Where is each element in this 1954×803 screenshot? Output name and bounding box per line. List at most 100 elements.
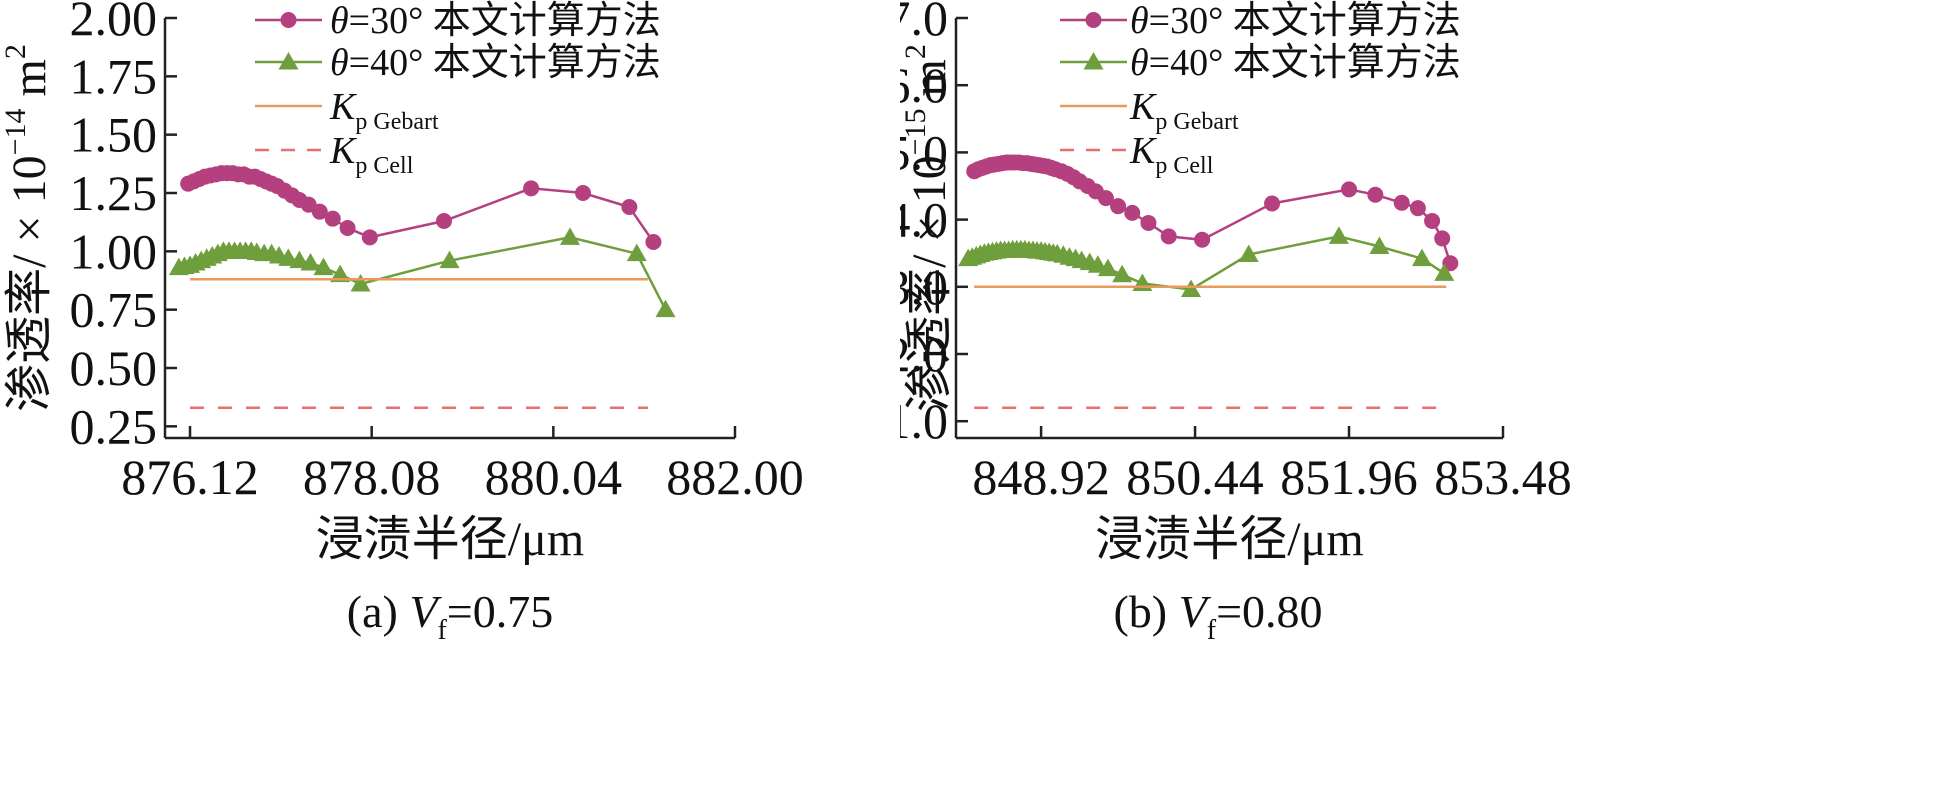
circle-marker [1110, 198, 1127, 215]
triangle-marker [1328, 226, 1349, 244]
x-axis-title: 浸渍半径/μm [316, 513, 584, 566]
legend-subscript: p Gebart [355, 109, 439, 135]
y-tick-label: 0.75 [70, 282, 158, 338]
y-axis-title-exponent: −15 [900, 109, 932, 156]
triangle-marker [1112, 264, 1133, 283]
legend-triangle-marker [1083, 52, 1104, 70]
caption-value: =0.75 [447, 586, 553, 637]
caption-var: V [1179, 586, 1212, 637]
legend-label: θ=30° 本文计算方法 [330, 0, 661, 42]
legend-subscript: p Gebart [1155, 109, 1239, 135]
x-tick-label: 851.96 [1280, 449, 1418, 505]
y-axis-title: 渗透率/ × 10−14 m2 [0, 44, 56, 412]
triangle-marker [1411, 248, 1432, 267]
circle-marker [1140, 214, 1157, 231]
panel-caption: (a) Vf=0.75 [347, 586, 553, 646]
caption-prefix: (a) [347, 586, 410, 637]
legend-label: Kp Gebart [329, 86, 439, 135]
legend-rest: =40° 本文计算方法 [1149, 42, 1461, 84]
y-axis-title: 渗透率/ × 10−15 m2 [900, 44, 956, 412]
y-tick-label: 6.0 [900, 57, 948, 113]
y-tick-label: 1.25 [70, 165, 158, 221]
legend-triangle-marker [278, 52, 299, 70]
triangle-marker [655, 299, 676, 318]
circle-marker [1409, 200, 1426, 217]
series-1 [168, 227, 676, 318]
triangle-marker [330, 264, 351, 283]
legend-var: θ [330, 0, 349, 42]
x-tick-label: 882.00 [666, 449, 804, 505]
legend-label: Kp Gebart [1129, 86, 1239, 135]
legend-label: θ=30° 本文计算方法 [1130, 0, 1461, 42]
x-axis-title: 浸渍半径/μm [1095, 513, 1363, 566]
circle-marker [324, 210, 341, 227]
legend-subscript: p Cell [1155, 153, 1213, 179]
y-axis-title-unit-exponent: 2 [900, 44, 932, 59]
caption-prefix: (b) [1113, 586, 1178, 637]
chart-panel-b: 1.0 2.0 3.0 4.0 5.0 6.0 7.0 848.92 850.44 851.96 8… [900, 0, 1572, 646]
legend-var: K [329, 130, 357, 172]
circle-marker [1367, 186, 1384, 203]
circle-marker [645, 234, 662, 250]
legend-label: θ=40° 本文计算方法 [330, 42, 661, 84]
series-1 [958, 226, 1455, 297]
legend-label: θ=40° 本文计算方法 [1130, 42, 1461, 84]
caption-subscript: f [1207, 615, 1217, 646]
circle-marker [1097, 190, 1114, 207]
x-tick-label: 878.08 [303, 449, 441, 505]
series-0 [180, 165, 662, 250]
circle-marker [1264, 195, 1281, 212]
legend-var: K [329, 86, 357, 128]
y-axis-title-exponent: −14 [0, 109, 32, 156]
y-axis-title-unit: m [903, 59, 956, 108]
circle-marker [523, 180, 540, 197]
y-tick-label: 5.0 [900, 124, 948, 180]
circle-marker [311, 203, 328, 220]
triangle-marker [560, 227, 581, 245]
legend-circle-marker [280, 12, 297, 28]
triangle-marker [626, 243, 647, 262]
circle-marker [1124, 204, 1141, 221]
circle-marker [1160, 228, 1177, 245]
legend-rest: =40° 本文计算方法 [349, 42, 661, 84]
y-axis-title-main: 渗透率/ × 10 [903, 155, 956, 411]
triangle-marker [1132, 273, 1153, 291]
y-tick-label: 1.0 [900, 393, 948, 449]
x-tick-label: 853.48 [1434, 449, 1572, 505]
triangle-marker [1181, 279, 1202, 297]
y-tick-label: 1.75 [70, 48, 158, 104]
y-tick-label: 2.00 [70, 0, 158, 46]
legend-var: K [1129, 130, 1157, 172]
y-tick-label: 2.0 [900, 326, 948, 382]
panel-caption: (b) Vf=0.80 [1113, 586, 1322, 646]
y-tick-label: 0.25 [70, 398, 158, 454]
triangle-marker [1369, 236, 1390, 254]
circle-marker [1424, 212, 1441, 229]
circle-marker [361, 229, 378, 246]
caption-subscript: f [437, 615, 447, 646]
legend-var: K [1129, 86, 1157, 128]
y-tick-label: 1.00 [70, 223, 158, 279]
x-tick-label: 880.04 [485, 449, 623, 505]
circle-marker [339, 220, 356, 236]
triangle-marker [1097, 258, 1118, 277]
circle-marker [1434, 230, 1451, 247]
legend-rest: =30° 本文计算方法 [1149, 0, 1461, 42]
y-tick-label: 3.0 [900, 259, 948, 315]
legend-subscript: p Cell [355, 153, 413, 179]
y-tick-label: 0.50 [70, 340, 158, 396]
circle-marker [575, 185, 591, 201]
circle-marker [621, 199, 638, 215]
triangle-marker [1238, 244, 1259, 263]
circle-marker [1393, 194, 1410, 211]
chart-panel-a: 0.250.500.751.001.251.501.752.00 876.12 87… [0, 0, 804, 646]
circle-marker [1194, 231, 1211, 248]
series-0 [966, 154, 1459, 272]
caption-value: =0.80 [1216, 586, 1322, 637]
legend-label: Kp Cell [329, 130, 414, 179]
y-axis-title-unit: m [3, 59, 56, 108]
y-tick-label: 4.0 [900, 192, 948, 248]
triangle-marker [300, 253, 321, 271]
y-axis-title-unit-exponent: 2 [0, 44, 32, 59]
legend-var: θ [1130, 0, 1149, 42]
